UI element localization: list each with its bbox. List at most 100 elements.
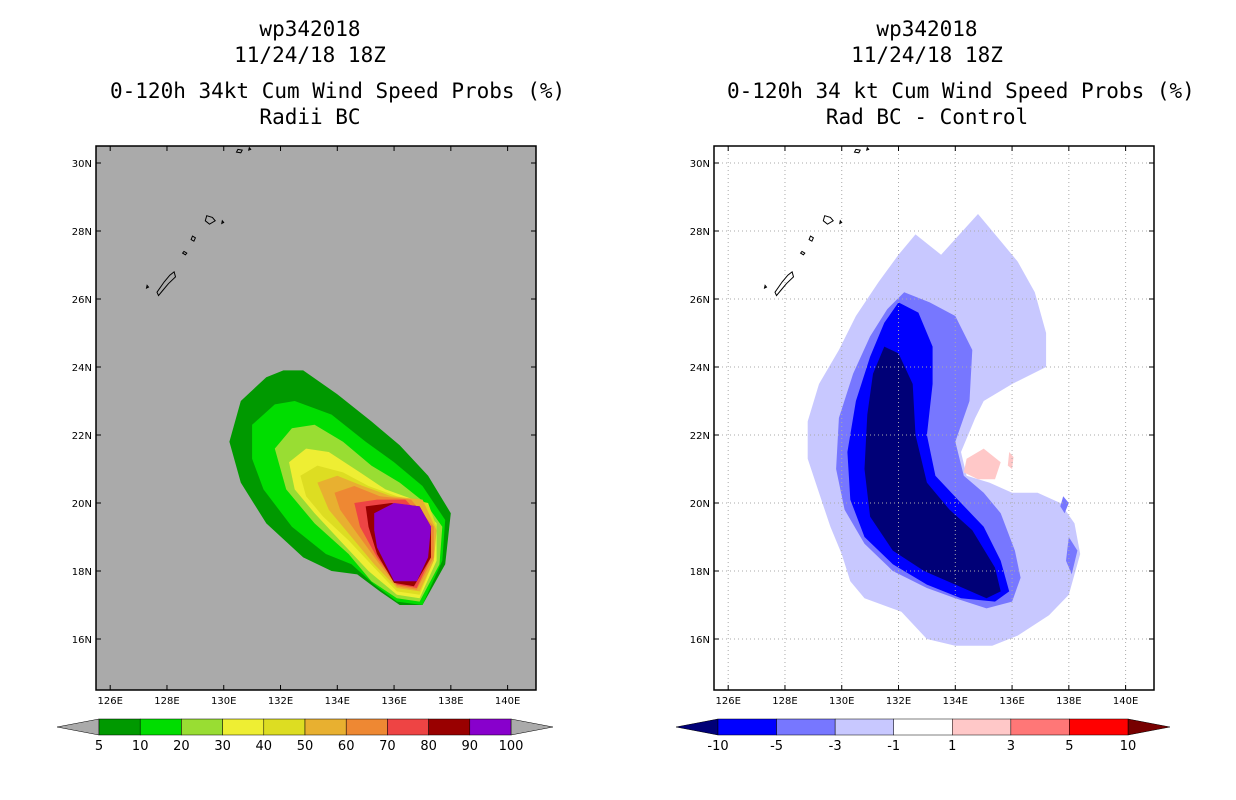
x-tick-label: 138E <box>438 696 463 707</box>
right-chart-subtitle: Rad BC - Control <box>825 105 1029 129</box>
colorbar-swatch <box>98 718 141 736</box>
y-tick-label: 18N <box>72 567 92 578</box>
left-contour-fill <box>229 370 451 605</box>
colorbar-label: 1 <box>948 739 956 754</box>
left-chart-title-block: wp342018 11/24/18 18Z 0-120h 34kt Cum Wi… <box>110 16 566 130</box>
left-datetime: 11/24/18 18Z <box>234 43 386 67</box>
colorbar-swatch <box>1010 718 1070 736</box>
contour-region-3 <box>864 346 1001 599</box>
colorbar-swatch <box>428 718 471 736</box>
colorbar-label: 40 <box>256 739 273 754</box>
y-tick-label: 26N <box>690 295 710 306</box>
left-colorbar: 5 10 20 30 40 50 60 70 80 90 100 <box>56 718 554 754</box>
island-outline <box>190 235 197 242</box>
colorbar-label: 80 <box>420 739 437 754</box>
colorbar-label: 60 <box>338 739 355 754</box>
colorbar-swatch <box>304 718 347 736</box>
right-coastlines <box>763 146 870 297</box>
colorbar-label: 20 <box>173 739 190 754</box>
colorbar-swatch <box>387 718 429 736</box>
y-tick-label: 20N <box>690 499 710 510</box>
x-tick-label: 136E <box>999 696 1024 707</box>
x-tick-label: 132E <box>268 696 293 707</box>
y-tick-label: 18N <box>690 567 710 578</box>
colorbar-below-arrow <box>675 718 719 736</box>
island-outline <box>799 250 806 256</box>
colorbar-label: 5 <box>1065 739 1073 754</box>
x-tick-label: 134E <box>943 696 968 707</box>
x-tick-label: 126E <box>715 696 740 707</box>
x-tick-label: 140E <box>1113 696 1138 707</box>
right-map-frame <box>713 145 1155 691</box>
colorbar-label: 100 <box>499 739 524 754</box>
colorbar-label: -5 <box>770 739 783 754</box>
right-map-panel: 126E 128E 130E 132E 134E 136E 138E 140E 16N 18N 20… <box>675 145 1171 754</box>
y-tick-label: 28N <box>72 227 92 238</box>
colorbar-label: 10 <box>132 739 149 754</box>
left-storm-id: wp342018 <box>259 17 361 41</box>
contour-region-4 <box>1037 537 1064 595</box>
x-tick-label: 132E <box>886 696 911 707</box>
colorbar-swatch <box>776 718 836 736</box>
x-tick-label: 128E <box>772 696 797 707</box>
island-outline <box>774 270 795 297</box>
x-tick-label: 138E <box>1056 696 1081 707</box>
y-tick-label: 24N <box>72 363 92 374</box>
colorbar-label: -1 <box>887 739 900 754</box>
y-tick-label: 22N <box>690 431 710 442</box>
contour-level-90 <box>374 503 431 582</box>
x-tick-label: 140E <box>495 696 520 707</box>
island-outline <box>822 215 834 225</box>
colorbar-swatch <box>469 718 512 736</box>
colorbar-label: 90 <box>462 739 479 754</box>
right-datetime: 11/24/18 18Z <box>851 43 1003 67</box>
island-outline <box>808 235 815 242</box>
island-outline <box>839 219 843 225</box>
colorbar-above-arrow <box>510 718 554 736</box>
right-contour-fill <box>807 214 1081 646</box>
island-outline <box>235 148 243 154</box>
x-tick-label: 134E <box>325 696 350 707</box>
island-outline <box>247 146 252 151</box>
island-outline <box>763 284 768 290</box>
colorbar-below-arrow <box>56 718 100 736</box>
island-outline <box>221 219 225 225</box>
y-tick-label: 16N <box>72 635 92 646</box>
x-tick-label: 136E <box>381 696 406 707</box>
right-colorbar: -10 -5 -3 -1 1 3 5 10 <box>675 718 1171 754</box>
colorbar-label: 10 <box>1120 739 1137 754</box>
right-gridlines <box>714 146 1154 690</box>
y-tick-label: 30N <box>72 159 92 170</box>
island-outline <box>156 270 177 297</box>
left-map-panel: 126E 128E 130E 132E 134E 136E 138E 140E 16N 18N 20… <box>56 145 554 754</box>
y-tick-label: 22N <box>72 431 92 442</box>
colorbar-label: 3 <box>1007 739 1015 754</box>
y-tick-label: 30N <box>690 159 710 170</box>
colorbar-swatch <box>893 718 953 736</box>
island-outline <box>853 148 861 154</box>
colorbar-label: -3 <box>829 739 842 754</box>
island-outline <box>145 284 150 290</box>
colorbar-swatch <box>139 718 182 736</box>
colorbar-label: 70 <box>379 739 396 754</box>
colorbar-label: 5 <box>95 739 103 754</box>
contour-region-6 <box>1007 452 1014 469</box>
colorbar-swatch <box>952 718 1012 736</box>
left-map-frame <box>95 145 537 691</box>
y-tick-label: 26N <box>72 295 92 306</box>
left-chart-title: 0-120h 34kt Cum Wind Speed Probs (%) <box>110 79 566 103</box>
colorbar-swatch <box>834 718 894 736</box>
right-chart-title: 0-120h 34 kt Cum Wind Speed Probs (%) <box>727 79 1195 103</box>
x-tick-label: 128E <box>154 696 179 707</box>
colorbar-label: -10 <box>707 739 728 754</box>
island-outline <box>865 146 870 151</box>
colorbar-swatch <box>263 718 306 736</box>
y-tick-label: 20N <box>72 499 92 510</box>
y-tick-label: 28N <box>690 227 710 238</box>
colorbar-swatch <box>181 718 223 736</box>
y-tick-label: 16N <box>690 635 710 646</box>
left-coastlines <box>145 146 252 297</box>
right-chart-title-block: wp342018 11/24/18 18Z 0-120h 34 kt Cum W… <box>727 16 1195 130</box>
colorbar-label: 30 <box>214 739 231 754</box>
island-outline <box>181 250 188 256</box>
